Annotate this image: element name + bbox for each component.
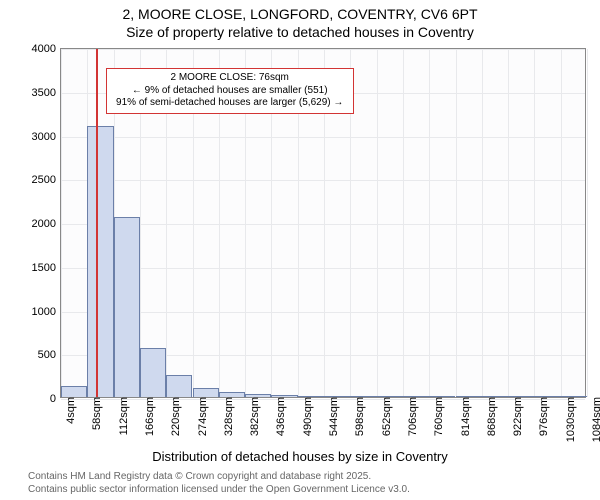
- histogram-bar: [403, 396, 429, 397]
- x-tick-label: 760sqm: [429, 397, 445, 436]
- histogram-bar: [219, 392, 245, 397]
- histogram-bar: [508, 396, 534, 397]
- y-tick-label: 3500: [32, 87, 61, 99]
- histogram-bar: [87, 126, 113, 397]
- x-tick-label: 274sqm: [193, 397, 209, 436]
- x-tick-label: 4sqm: [61, 397, 77, 424]
- chart-title-description: Size of property relative to detached ho…: [0, 24, 600, 40]
- x-tick-label: 58sqm: [87, 397, 103, 430]
- histogram-bar: [298, 396, 324, 397]
- histogram-bar: [429, 396, 455, 397]
- footer-licence: Contains public sector information licen…: [28, 484, 410, 495]
- x-tick-label: 490sqm: [298, 397, 314, 436]
- histogram-bar: [324, 396, 350, 397]
- annotation-box: 2 MOORE CLOSE: 76sqm← 9% of detached hou…: [106, 68, 354, 114]
- histogram-bar: [140, 348, 166, 397]
- histogram-bar: [245, 394, 271, 398]
- histogram-bar: [61, 386, 87, 397]
- plot-area: 050010001500200025003000350040004sqm58sq…: [60, 48, 586, 398]
- annotation-larger-pct: 91% of semi-detached houses are larger (…: [113, 97, 347, 110]
- y-tick-label: 1000: [32, 306, 61, 318]
- histogram-bar: [166, 375, 192, 397]
- y-tick-label: 2500: [32, 174, 61, 186]
- footer-copyright: Contains HM Land Registry data © Crown c…: [28, 471, 371, 482]
- x-tick-label: 868sqm: [482, 397, 498, 436]
- x-tick-label: 598sqm: [350, 397, 366, 436]
- x-tick-label: 706sqm: [403, 397, 419, 436]
- x-tick-label: 220sqm: [166, 397, 182, 436]
- x-tick-label: 652sqm: [377, 397, 393, 436]
- y-tick-label: 500: [38, 349, 61, 361]
- y-tick-label: 4000: [32, 43, 61, 55]
- x-tick-label: 436sqm: [271, 397, 287, 436]
- x-tick-label: 112sqm: [114, 397, 130, 435]
- x-tick-label: 922sqm: [508, 397, 524, 436]
- x-tick-label: 166sqm: [140, 397, 156, 436]
- histogram-bar: [350, 396, 376, 397]
- histogram-bar: [193, 388, 219, 397]
- x-tick-label: 1084sqm: [587, 397, 600, 442]
- gridline-vertical: [508, 49, 509, 397]
- gridline-vertical: [429, 49, 430, 397]
- y-tick-label: 3000: [32, 131, 61, 143]
- histogram-bar: [271, 395, 297, 397]
- histogram-bar: [456, 396, 482, 397]
- histogram-bar: [482, 396, 508, 397]
- gridline-vertical: [561, 49, 562, 397]
- x-tick-label: 544sqm: [324, 397, 340, 436]
- histogram-bar: [114, 217, 140, 397]
- y-tick-label: 0: [50, 393, 61, 405]
- y-tick-label: 2000: [32, 218, 61, 230]
- chart-title-address: 2, MOORE CLOSE, LONGFORD, COVENTRY, CV6 …: [0, 6, 600, 22]
- gridline-vertical: [482, 49, 483, 397]
- property-marker-line: [96, 49, 98, 397]
- gridline-vertical: [377, 49, 378, 397]
- x-axis-label: Distribution of detached houses by size …: [0, 449, 600, 464]
- x-tick-label: 976sqm: [534, 397, 550, 436]
- y-tick-label: 1500: [32, 262, 61, 274]
- gridline-vertical: [61, 49, 62, 397]
- gridline-vertical: [587, 49, 588, 397]
- gridline-vertical: [534, 49, 535, 397]
- annotation-property-size: 2 MOORE CLOSE: 76sqm: [113, 72, 347, 85]
- x-tick-label: 382sqm: [245, 397, 261, 436]
- gridline-vertical: [403, 49, 404, 397]
- histogram-bar: [561, 396, 587, 397]
- gridline-vertical: [456, 49, 457, 397]
- histogram-bar: [534, 396, 560, 397]
- x-tick-label: 814sqm: [456, 397, 472, 436]
- chart-container: 2, MOORE CLOSE, LONGFORD, COVENTRY, CV6 …: [0, 0, 600, 500]
- annotation-smaller-pct: ← 9% of detached houses are smaller (551…: [113, 85, 347, 98]
- x-tick-label: 328sqm: [219, 397, 235, 436]
- histogram-bar: [377, 396, 403, 397]
- x-tick-label: 1030sqm: [561, 397, 577, 442]
